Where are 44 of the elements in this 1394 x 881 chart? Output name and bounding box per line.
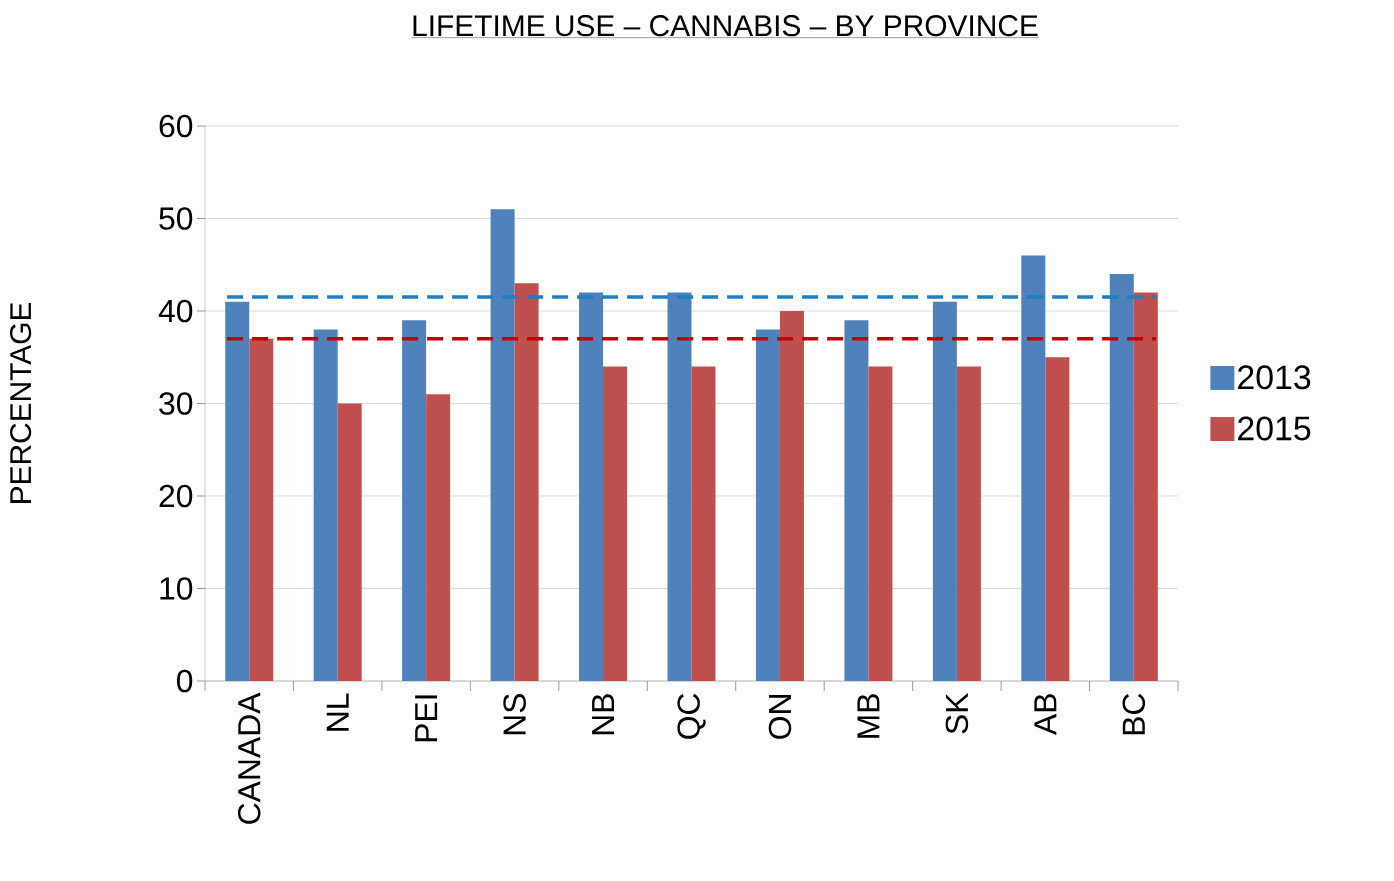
legend-label: 2015 (1238, 416, 1311, 441)
y-tick-label: 10 (160, 577, 193, 600)
bar (249, 338, 274, 681)
y-tick-label: 60 (159, 114, 193, 138)
bar (337, 403, 362, 681)
bar (755, 329, 780, 681)
bar (514, 283, 539, 681)
x-tick-label: MB (857, 694, 880, 738)
x-tick-label: CANADA (237, 692, 261, 824)
y-tick-label: 50 (159, 207, 193, 230)
x-tick-label: AB (1034, 694, 1057, 735)
bar (691, 366, 716, 681)
bar (868, 366, 893, 681)
bar (1133, 292, 1158, 681)
bar (956, 366, 981, 681)
y-axis-title: PERCENTAGE (10, 302, 32, 503)
y-tick-label: 20 (159, 484, 193, 508)
x-tick-label: ON (768, 695, 792, 739)
x-tick-label: NS (503, 693, 526, 735)
y-tick-label: 30 (159, 392, 193, 415)
bar (579, 292, 604, 681)
bar (313, 329, 338, 681)
bar (1045, 357, 1070, 681)
bar (667, 292, 692, 681)
chart-title: LIFETIME USE – CANNABIS – BY PROVINCE (413, 15, 1038, 37)
bar (426, 394, 451, 681)
x-tick-label: NB (592, 694, 615, 735)
bar (402, 320, 427, 681)
bar (779, 311, 804, 681)
x-tick-label: SK (945, 692, 969, 734)
x-tick-label: QC (677, 693, 706, 739)
bar (932, 301, 957, 681)
x-tick-label: PEI (415, 695, 438, 742)
x-tick-label: NL (326, 693, 349, 731)
bar (1109, 274, 1134, 681)
bar (490, 209, 515, 681)
bar (603, 366, 628, 681)
y-tick-label: 0 (177, 669, 193, 693)
y-tick-label: 40 (158, 299, 193, 323)
x-tick-label: BC (1122, 693, 1146, 735)
legend-label: 2013 (1238, 365, 1311, 390)
bar (225, 301, 250, 681)
bar (844, 320, 869, 681)
bar (1021, 255, 1046, 681)
